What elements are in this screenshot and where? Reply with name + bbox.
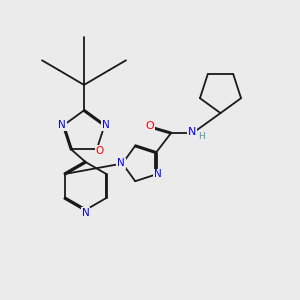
Text: O: O [96,146,104,156]
Text: N: N [117,158,125,169]
Text: N: N [82,208,89,218]
Text: N: N [58,120,66,130]
Text: H: H [198,132,204,141]
Text: N: N [102,120,110,130]
Text: N: N [188,128,196,137]
Text: N: N [154,169,161,179]
Text: O: O [146,121,154,131]
